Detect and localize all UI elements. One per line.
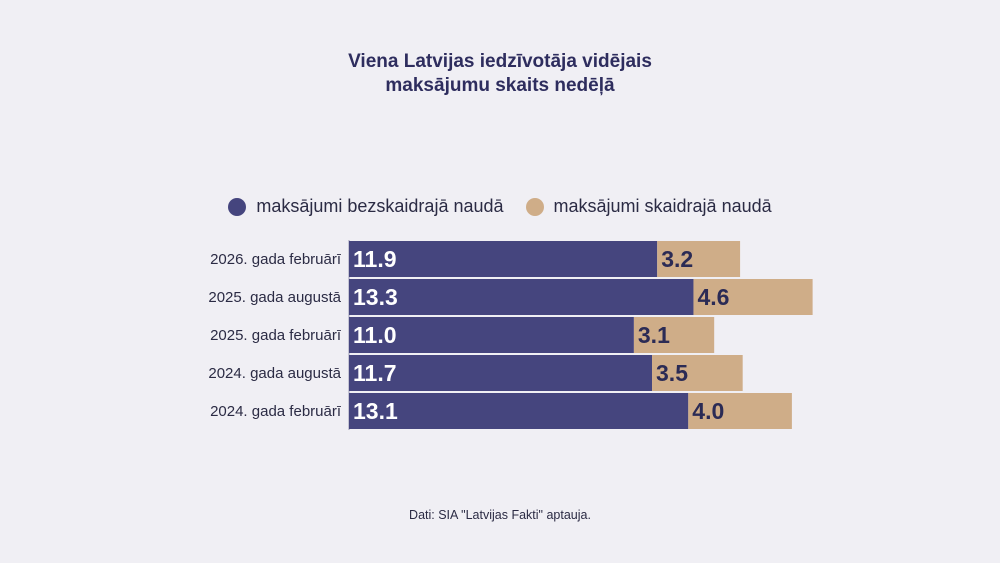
data-label-cash: 3.1	[638, 322, 670, 348]
data-label-cash: 4.0	[692, 398, 724, 424]
data-label-cashless: 11.0	[353, 322, 397, 348]
bar-cashless	[349, 355, 653, 391]
data-label-cash: 3.5	[656, 360, 688, 386]
category-label: 2025. gada augustā	[208, 289, 341, 306]
chart-title-line1: Viena Latvijas iedzīvotāja vidējais	[348, 51, 652, 72]
data-label-cash: 3.2	[661, 246, 693, 272]
bar-cash	[693, 279, 813, 315]
bar-cash	[652, 355, 743, 391]
category-label: 2025. gada februārī	[210, 327, 342, 344]
bar-cashless	[349, 317, 634, 353]
data-label-cashless: 11.9	[353, 246, 397, 272]
data-label-cashless: 11.7	[353, 360, 397, 386]
chart-title: Viena Latvijas iedzīvotāja vidējais maks…	[0, 50, 1000, 98]
chart-title-line2: maksājumu skaits nedēļā	[385, 75, 615, 96]
bar-cash	[633, 317, 715, 353]
legend-item-cash: maksājumi skaidrajā naudā	[525, 196, 772, 217]
category-label: 2024. gada februārī	[210, 403, 342, 420]
bar-cash	[688, 393, 792, 429]
data-label-cash: 4.6	[697, 284, 729, 310]
legend-swatch-cashless	[228, 197, 247, 216]
bar-cashless	[349, 393, 689, 429]
legend-swatch-cash	[525, 197, 544, 216]
bar-cash	[657, 241, 741, 277]
category-label: 2026. gada februārī	[210, 251, 342, 268]
data-label-cashless: 13.3	[353, 284, 398, 310]
bar-cashless	[349, 279, 694, 315]
source-note: Dati: SIA "Latvijas Fakti" aptauja.	[409, 508, 591, 522]
legend-label-cash: maksājumi skaidrajā naudā	[553, 196, 772, 216]
data-label-cashless: 13.1	[353, 398, 398, 424]
legend-label-cashless: maksājumi bezskaidrajā naudā	[256, 196, 504, 216]
category-label: 2024. gada augustā	[208, 365, 341, 382]
legend: maksājumi bezskaidrajā naudā maksājumi s…	[0, 196, 1000, 217]
bar-cashless	[349, 241, 658, 277]
legend-item-cashless: maksājumi bezskaidrajā naudā	[228, 196, 504, 217]
